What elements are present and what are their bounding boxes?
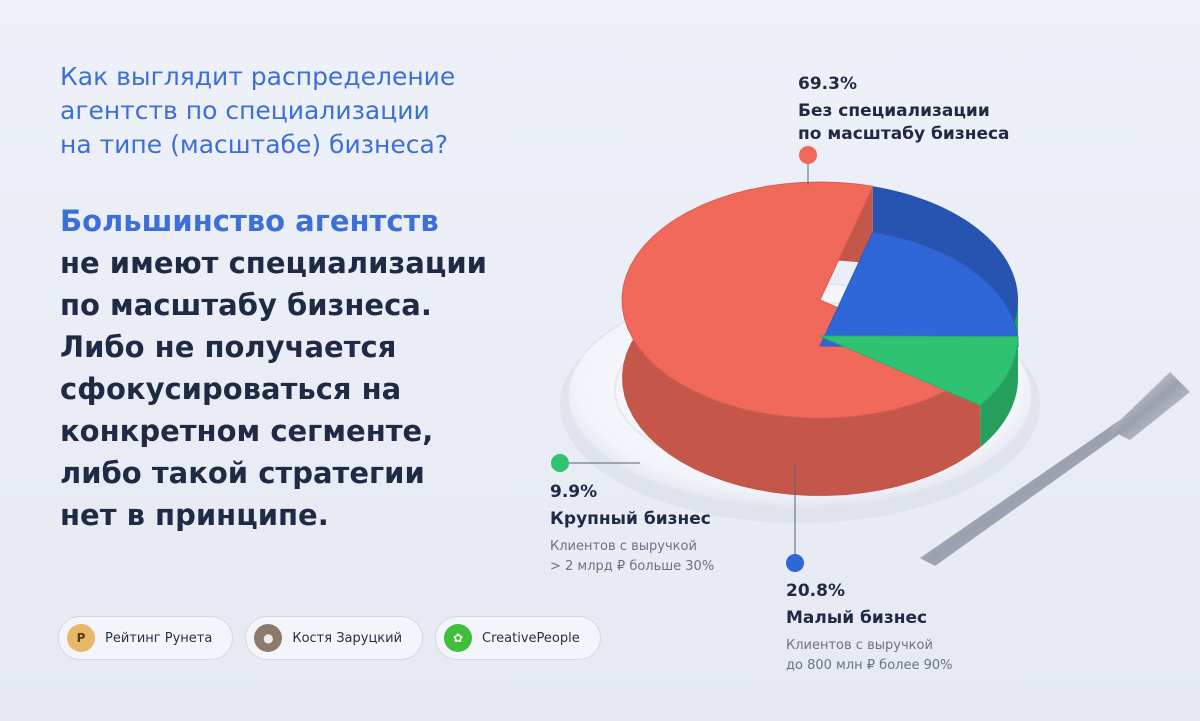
answer-text: Большинство агентств не имеют специализа… — [60, 200, 580, 536]
value-label: 20.8% — [786, 581, 845, 601]
question-line: на типе (масштабе) бизнеса? — [60, 130, 449, 159]
legend-dot-0 — [799, 146, 817, 164]
label-large-business: 9.9% Крупный бизнес Клиентов с выручкой … — [550, 482, 714, 577]
pie-slice-2 — [819, 335, 1019, 406]
question-line: Как выглядит распределение — [60, 62, 456, 91]
legend-dot-2 — [551, 454, 569, 472]
answer-highlight: Большинство агентств — [60, 204, 439, 238]
answer-line: нет в принципе. — [60, 498, 329, 532]
series-label: Малый бизнес — [786, 608, 928, 628]
note-label: Клиентов с выручкой — [786, 638, 933, 653]
answer-line: не имеют специализации — [60, 246, 487, 280]
legend-dot-1 — [786, 554, 804, 572]
series-label: Крупный бизнес — [550, 509, 711, 529]
credit-chip-author[interactable]: ● Костя Заруцкий — [245, 616, 424, 660]
creativepeople-logo-icon: ✿ — [444, 624, 473, 652]
note-label: > 2 млрд ₽ больше 30% — [550, 559, 715, 574]
fork-icon — [920, 372, 1190, 566]
answer-line: Либо не получается — [60, 330, 397, 364]
answer-line: конкретном сегменте, — [60, 414, 434, 448]
note-label: Клиентов с выручкой — [550, 539, 697, 554]
credit-name: CreativePeople — [482, 630, 580, 646]
pie-slices — [621, 181, 1019, 496]
value-label: 69.3% — [798, 74, 857, 94]
note-label: до 800 млн ₽ более 90% — [786, 658, 953, 673]
answer-line: либо такой стратегии — [60, 456, 425, 490]
pie-slice-1 — [819, 231, 1019, 348]
answer-line: по масштабу бизнеса. — [60, 288, 432, 322]
ruward-logo-icon: Р — [67, 624, 95, 652]
question-line: агентств по специализации — [60, 96, 430, 125]
answer-line: сфокусироваться на — [60, 372, 402, 406]
label-small-business: 20.8% Малый бизнес Клиентов с выручкой д… — [786, 581, 952, 676]
credits-bar: Р Рейтинг Рунета ● Костя Заруцкий ✿ Crea… — [58, 616, 601, 660]
value-label: 9.9% — [550, 482, 598, 502]
leader-lines — [551, 146, 817, 572]
question-title: Как выглядит распределение агентств по с… — [60, 60, 530, 162]
label-no-specialization: 69.3% Без специализации по масштабу бизн… — [798, 74, 1010, 146]
person-avatar-icon: ● — [254, 624, 283, 652]
credit-chip-creativepeople[interactable]: ✿ CreativePeople — [435, 616, 601, 660]
series-label: по масштабу бизнеса — [798, 124, 1010, 144]
credit-chip-ruward[interactable]: Р Рейтинг Рунета — [58, 616, 234, 660]
credit-name: Костя Заруцкий — [292, 630, 403, 646]
credit-name: Рейтинг Рунета — [105, 630, 213, 646]
series-label: Без специализации — [798, 101, 990, 121]
